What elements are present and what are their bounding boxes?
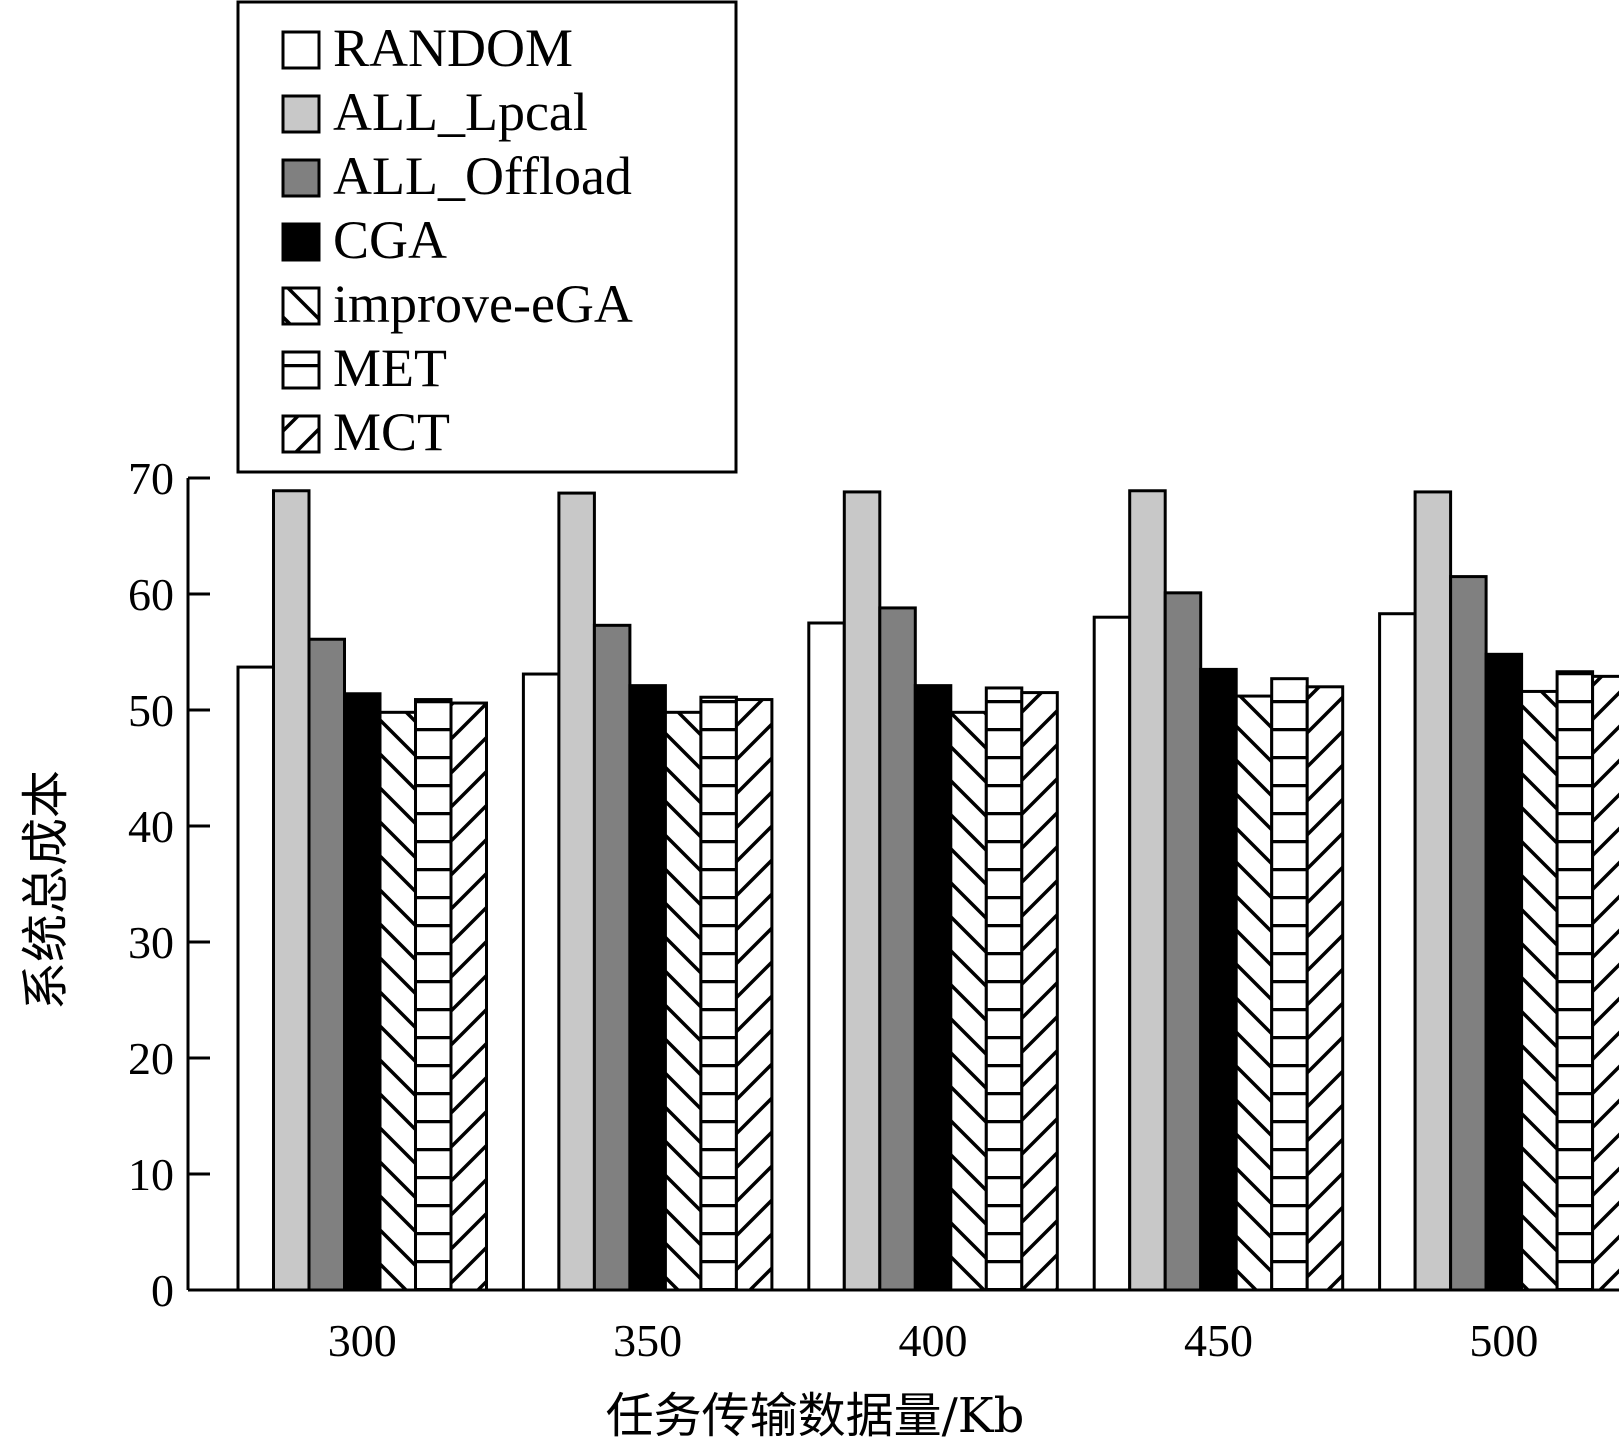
bars xyxy=(236,489,1619,1292)
bar-ALL_Lpcal-450 xyxy=(1128,489,1167,1292)
y-tick-label: 40 xyxy=(128,801,174,852)
legend-item-CGA: CGA xyxy=(281,210,447,270)
legend-swatch xyxy=(281,30,321,70)
legend-label: MET xyxy=(333,338,447,398)
y-tick-label: 50 xyxy=(128,685,174,736)
bar-improve-eGA-300 xyxy=(378,710,417,1292)
bar-ALL_Offload-300 xyxy=(307,637,346,1292)
x-tick-label: 500 xyxy=(1469,1315,1538,1366)
bar-improve-eGA-400 xyxy=(949,710,988,1292)
legend-label: improve-eGA xyxy=(333,274,633,334)
y-ticks: 0 10 20 30 40 50 60 70 xyxy=(128,453,210,1316)
bar-MET-500 xyxy=(1555,670,1595,1292)
legend: RANDOMALL_LpcalALL_OffloadCGAimprove-eGA… xyxy=(236,0,738,474)
x-tick-label: 450 xyxy=(1184,1315,1253,1366)
bar-group-400 xyxy=(807,490,1059,1292)
y-tick-label: 30 xyxy=(128,917,174,968)
bar-MET-300 xyxy=(414,698,453,1292)
legend-label: ALL_Lpcal xyxy=(333,82,588,142)
legend-label: CGA xyxy=(333,210,447,270)
bar-MCT-350 xyxy=(734,698,774,1292)
legend-swatch xyxy=(281,94,321,134)
bar-MCT-400 xyxy=(1020,691,1059,1292)
legend-swatch xyxy=(281,286,321,326)
legend-item-RANDOM: RANDOM xyxy=(281,18,573,78)
bar-MET-450 xyxy=(1270,677,1309,1292)
bar-MET-400 xyxy=(984,686,1024,1292)
bar-CGA-500 xyxy=(1484,652,1524,1292)
bar-CGA-400 xyxy=(913,684,953,1292)
axes xyxy=(186,478,1615,1292)
legend-label: RANDOM xyxy=(333,18,573,78)
bar-ALL_Lpcal-400 xyxy=(842,490,882,1292)
bar-CGA-350 xyxy=(628,684,667,1292)
bar-ALL_Lpcal-350 xyxy=(557,491,596,1292)
bar-ALL_Lpcal-300 xyxy=(272,489,311,1292)
bar-group-300 xyxy=(236,489,488,1292)
y-tick-label: 0 xyxy=(151,1265,174,1316)
x-axis-title: 任务传输数据量/Kb xyxy=(606,1388,1025,1444)
bar-RANDOM-400 xyxy=(807,621,846,1292)
x-ticks: 300 350 400 450 500 xyxy=(328,1315,1539,1366)
x-tick-label: 400 xyxy=(899,1315,968,1366)
bar-improve-eGA-350 xyxy=(663,710,703,1292)
legend-item-ALL_Lpcal: ALL_Lpcal xyxy=(281,82,588,142)
legend-item-MCT: MCT xyxy=(281,402,450,462)
bar-MCT-500 xyxy=(1591,674,1619,1292)
bar-improve-eGA-450 xyxy=(1234,694,1274,1292)
bar-ALL_Offload-450 xyxy=(1163,591,1203,1292)
legend-item-improve-eGA: improve-eGA xyxy=(281,274,633,334)
legend-label: MCT xyxy=(333,402,450,462)
bar-ALL_Offload-350 xyxy=(592,623,632,1292)
legend-label: ALL_Offload xyxy=(333,146,632,206)
legend-swatch xyxy=(281,350,321,390)
bar-RANDOM-500 xyxy=(1378,612,1417,1292)
legend-swatch xyxy=(281,158,321,198)
legend-swatch xyxy=(281,222,321,262)
bar-RANDOM-300 xyxy=(236,665,275,1292)
legend-items: RANDOMALL_LpcalALL_OffloadCGAimprove-eGA… xyxy=(281,18,633,462)
bar-ALL_Lpcal-500 xyxy=(1413,490,1453,1292)
y-tick-label: 10 xyxy=(128,1149,174,1200)
bar-MCT-300 xyxy=(449,701,488,1292)
y-axis-title: 系统总成本 xyxy=(18,770,74,1010)
bar-CGA-300 xyxy=(343,692,382,1292)
legend-item-MET: MET xyxy=(281,338,447,398)
bar-CGA-450 xyxy=(1199,667,1238,1292)
legend-item-ALL_Offload: ALL_Offload xyxy=(281,146,632,206)
legend-swatch xyxy=(281,414,321,454)
y-tick-label: 60 xyxy=(128,569,174,620)
bar-group-350 xyxy=(521,491,774,1292)
bar-MCT-450 xyxy=(1305,685,1345,1292)
y-tick-label: 70 xyxy=(128,453,174,504)
bar-RANDOM-350 xyxy=(521,672,561,1292)
bar-improve-eGA-500 xyxy=(1520,689,1559,1292)
y-tick-label: 20 xyxy=(128,1033,174,1084)
bar-MET-350 xyxy=(699,695,738,1292)
bar-group-500 xyxy=(1378,490,1619,1292)
legend-frame xyxy=(236,0,738,474)
x-tick-label: 350 xyxy=(613,1315,682,1366)
bar-RANDOM-450 xyxy=(1092,615,1132,1292)
bar-ALL_Offload-400 xyxy=(878,606,917,1292)
bar-group-450 xyxy=(1092,489,1345,1292)
bar-ALL_Offload-500 xyxy=(1449,575,1488,1292)
x-tick-label: 300 xyxy=(328,1315,397,1366)
